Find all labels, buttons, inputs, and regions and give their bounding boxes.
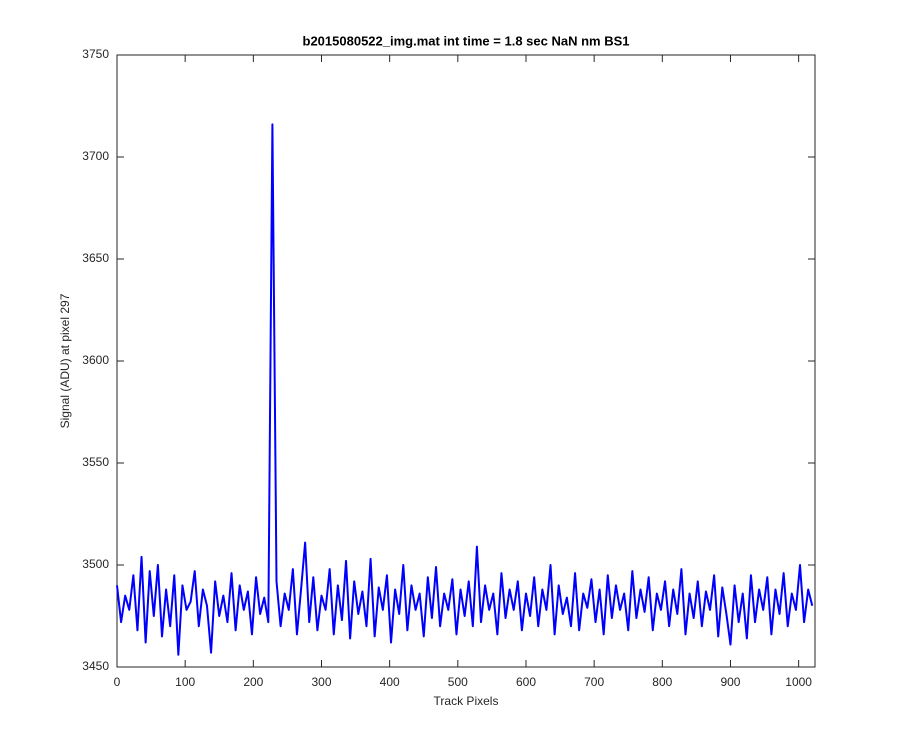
y-tick-label: 3500 [82,557,109,571]
x-tick-label: 0 [114,675,121,689]
x-tick-label: 500 [448,675,468,689]
x-tick-label: 100 [175,675,195,689]
x-axis-label: Track Pixels [434,694,499,708]
y-tick-label: 3650 [82,251,109,265]
x-tick-label: 200 [243,675,263,689]
x-tick-label: 800 [652,675,672,689]
y-tick-label: 3600 [82,353,109,367]
y-tick-label: 3550 [82,455,109,469]
x-tick-label: 700 [584,675,604,689]
x-tick-label: 300 [311,675,331,689]
y-tick-label: 3450 [82,659,109,673]
y-tick-label: 3700 [82,149,109,163]
chart-title: b2015080522_img.mat int time = 1.8 sec N… [303,33,630,48]
y-axis-label: Signal (ADU) at pixel 297 [58,293,72,428]
x-tick-label: 400 [380,675,400,689]
x-tick-label: 600 [516,675,536,689]
plot-frame [116,54,816,668]
x-tick-label: 900 [720,675,740,689]
x-tick-label: 1000 [785,675,812,689]
y-tick-label: 3750 [82,47,109,61]
data-line [116,123,814,656]
